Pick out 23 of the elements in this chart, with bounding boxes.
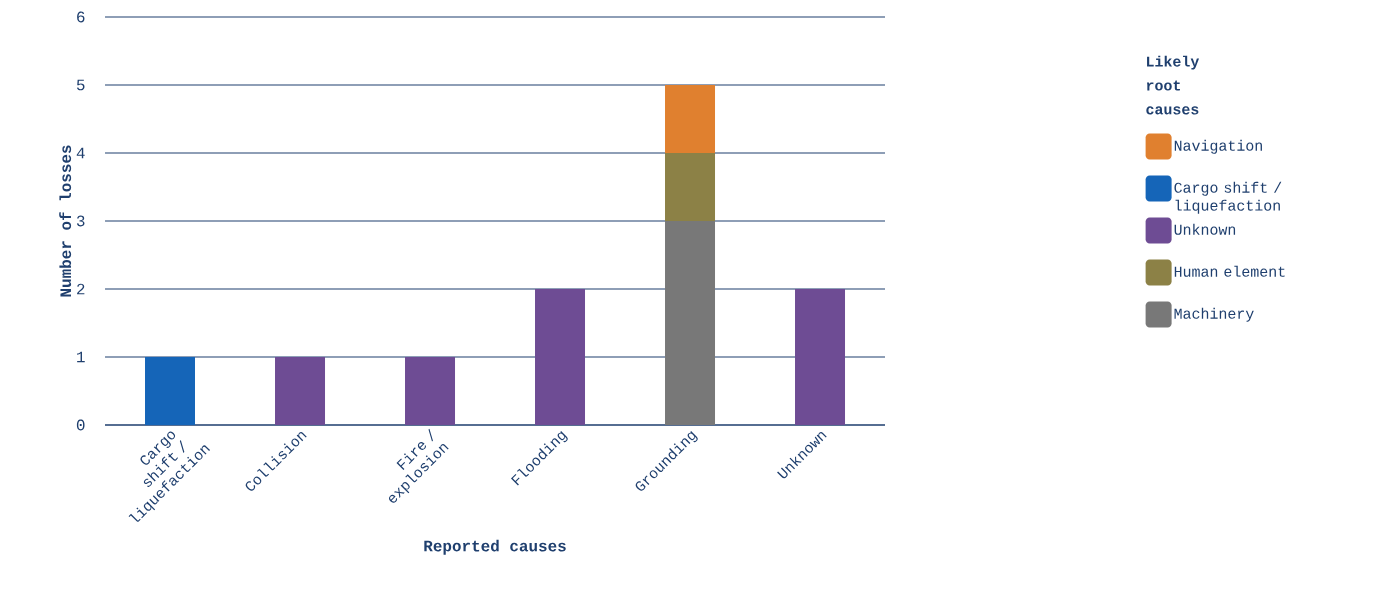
legend-label: Navigation bbox=[1174, 139, 1262, 154]
y-tick-label: 5 bbox=[76, 79, 85, 91]
bar bbox=[405, 356, 456, 425]
bar bbox=[145, 356, 196, 425]
bar bbox=[535, 288, 586, 425]
y-tick-label: 4 bbox=[76, 147, 85, 159]
legend-label: Machinery bbox=[1174, 307, 1254, 322]
legend-title: Likely root causes bbox=[1146, 55, 1200, 115]
legend-label: Human element bbox=[1174, 265, 1285, 277]
y-tick-label: 6 bbox=[77, 11, 85, 23]
bar bbox=[665, 152, 716, 221]
legend-label: Cargo shift / liquefaction bbox=[1174, 181, 1282, 214]
bar bbox=[665, 220, 716, 425]
bar bbox=[275, 356, 326, 425]
y-tick-label: 2 bbox=[77, 283, 85, 295]
bar bbox=[665, 84, 716, 153]
bar bbox=[795, 288, 846, 425]
y-axis-title: Number of losses bbox=[59, 145, 72, 297]
legend-label: Unknown bbox=[1174, 223, 1236, 235]
y-tick-label: 3 bbox=[76, 215, 85, 227]
y-tick-label: 0 bbox=[76, 419, 85, 431]
y-tick-label: 1 bbox=[77, 351, 85, 363]
x-axis-title: Reported causes bbox=[424, 539, 566, 555]
